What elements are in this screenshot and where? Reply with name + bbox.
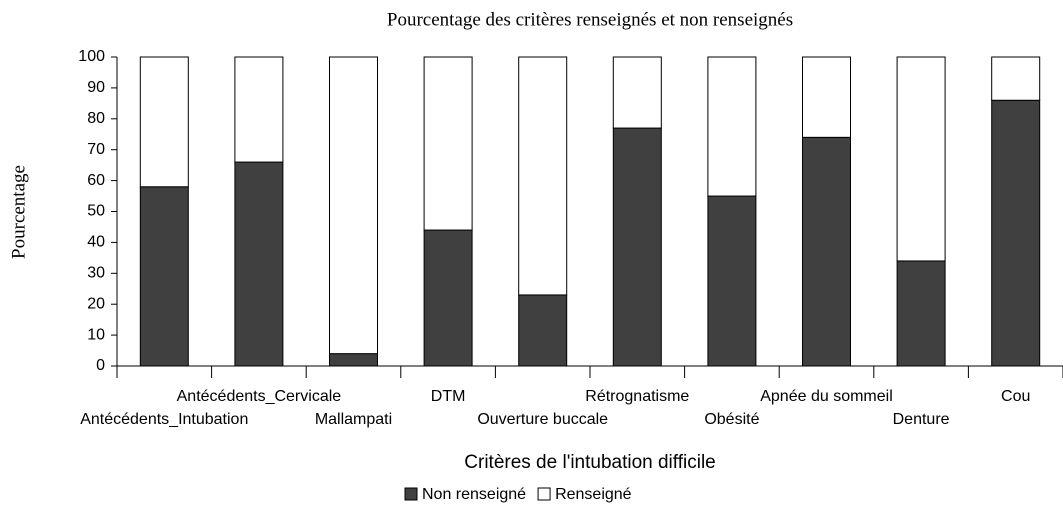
y-tick-label: 80: [87, 110, 105, 127]
bar-segment: [329, 353, 378, 367]
y-tick-label: 100: [78, 48, 105, 65]
bar-segment: [139, 186, 189, 367]
y-tick-label: 60: [87, 172, 105, 189]
bar-segment: [802, 56, 851, 138]
y-axis-label: Pourcentage: [8, 165, 29, 259]
legend-swatch: [404, 487, 418, 501]
legend-label: Non renseigné: [422, 486, 526, 503]
bar-segment: [896, 260, 946, 367]
bar-segment: [423, 56, 473, 231]
x-tick-label: Antécédents_Cervicale: [177, 388, 342, 405]
y-tick-label: 30: [87, 265, 105, 282]
x-tick-label: Denture: [893, 411, 950, 428]
chart-title: Pourcentage des critères renseignés et n…: [387, 9, 793, 30]
x-tick-label: Antécédents_Intubation: [80, 411, 248, 428]
y-tick-label: 70: [87, 141, 105, 158]
y-tick-label: 0: [96, 357, 105, 374]
x-axis-label: Critères de l'intubation difficile: [464, 452, 715, 473]
bar-segment: [707, 56, 757, 197]
bar-segment: [518, 56, 568, 296]
y-tick-label: 50: [87, 203, 105, 220]
bar-segment: [423, 229, 473, 367]
x-tick-label: Obésité: [704, 411, 759, 428]
y-tick-label: 10: [87, 326, 105, 343]
bar-segment: [329, 56, 378, 355]
x-tick-label: Mallampati: [315, 411, 392, 428]
bar-segment: [612, 56, 662, 129]
y-tick-label: 90: [87, 79, 105, 96]
bar-segment: [612, 127, 662, 367]
x-tick-label: Rétrognatisme: [585, 388, 689, 405]
bar-segment: [896, 56, 946, 262]
x-tick-label: Apnée du sommeil: [760, 388, 893, 405]
y-tick-label: 40: [87, 234, 105, 251]
bar-segment: [234, 161, 284, 367]
bar-segment: [991, 56, 1041, 101]
x-tick-label: DTM: [431, 388, 466, 405]
bar-segment: [707, 195, 757, 367]
x-tick-label: Ouverture buccale: [477, 411, 608, 428]
legend-label: Renseigné: [555, 486, 632, 503]
x-tick-label: Cou: [1001, 388, 1030, 405]
bar-segment: [139, 56, 189, 188]
bar-segment: [234, 56, 284, 163]
bar-segment: [802, 136, 851, 367]
bar-segment: [991, 99, 1041, 367]
y-tick-label: 20: [87, 295, 105, 312]
bar-segment: [518, 294, 568, 367]
legend-swatch: [537, 487, 551, 501]
